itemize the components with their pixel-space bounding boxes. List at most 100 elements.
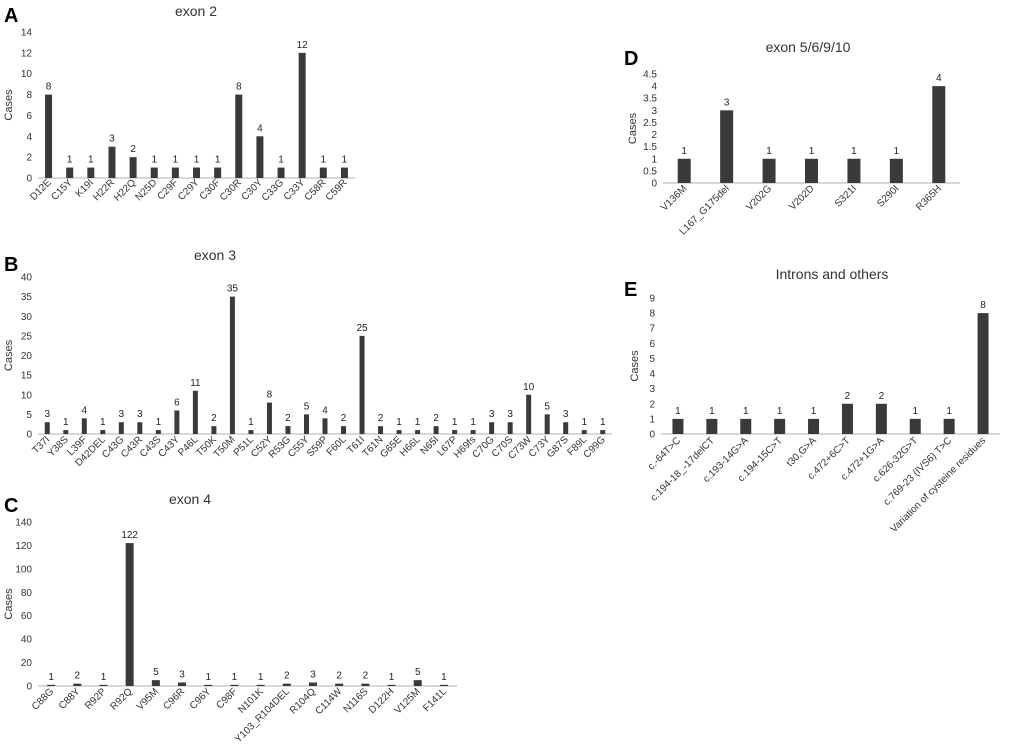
x-tick-label: C96R: [161, 686, 187, 712]
y-tick-label: 10: [21, 69, 33, 80]
data-label: 1: [321, 155, 327, 166]
data-label: 3: [44, 409, 50, 420]
x-tick-label: C70G: [471, 434, 497, 460]
x-tick-label: F60L: [325, 434, 349, 458]
data-label: 1: [415, 417, 421, 428]
y-tick-label: 3: [649, 384, 655, 395]
x-tick-label: C59R: [324, 177, 350, 203]
data-label: 4: [257, 123, 263, 134]
bar: [248, 430, 254, 434]
data-label: 2: [363, 671, 369, 682]
bar: [808, 418, 820, 434]
bar: [977, 313, 989, 434]
bar: [470, 430, 476, 434]
data-label: 4: [82, 405, 88, 416]
y-tick-label: 1: [649, 414, 655, 425]
data-label: 1: [811, 406, 817, 417]
y-axis-label: Cases: [3, 339, 15, 371]
bar: [433, 426, 439, 434]
data-label: 1: [48, 672, 54, 683]
bar: [544, 414, 550, 434]
y-tick-label: 1.5: [643, 142, 657, 153]
bar: [341, 426, 347, 434]
y-tick-label: 60: [21, 611, 33, 622]
data-label: 5: [304, 401, 310, 412]
bar: [600, 430, 606, 434]
y-tick-label: 9: [649, 294, 655, 305]
bar: [256, 684, 265, 686]
x-tick-label: H66L: [398, 434, 423, 459]
x-tick-label: N25D: [133, 177, 159, 203]
x-tick-label: F141L: [421, 686, 449, 714]
data-label: 2: [284, 671, 290, 682]
y-tick-label: 3: [651, 106, 657, 117]
x-tick-label: C88Y: [57, 686, 83, 712]
y-tick-label: 30: [21, 312, 33, 323]
data-label: 1: [912, 406, 918, 417]
x-tick-label: S321I: [833, 183, 859, 209]
bar: [774, 418, 786, 434]
bar: [63, 430, 69, 434]
bar: [489, 422, 495, 434]
x-tick-label: H22R: [91, 177, 117, 203]
y-tick-label: 7: [649, 324, 655, 335]
data-label: 25: [356, 323, 368, 334]
data-label: 2: [341, 413, 347, 424]
bar: [415, 430, 421, 434]
chart-title: exon 3: [194, 247, 236, 263]
bar: [230, 684, 239, 686]
chart-title: Introns and others: [776, 266, 889, 282]
y-tick-label: 0: [651, 179, 657, 190]
x-tick-label: C29Y: [176, 177, 202, 203]
x-tick-label: D122H: [367, 686, 397, 716]
data-label: 1: [151, 155, 157, 166]
bar: [526, 394, 532, 434]
data-label: 2: [378, 413, 384, 424]
data-label: 2: [130, 144, 136, 155]
x-tick-label: C88G: [30, 686, 56, 712]
bar: [155, 430, 161, 434]
bar: [99, 684, 108, 686]
data-label: 1: [101, 672, 107, 683]
chart-title: exon 5/6/9/10: [766, 39, 851, 55]
bar: [943, 418, 955, 434]
data-label: 2: [211, 413, 217, 424]
data-label: 8: [980, 300, 986, 311]
y-tick-label: 4: [651, 82, 657, 93]
bar: [909, 418, 921, 434]
bar: [439, 684, 448, 686]
y-tick-label: 4.5: [643, 70, 657, 81]
bar: [81, 418, 87, 434]
panel-letter: E: [624, 279, 637, 301]
bar: [282, 683, 291, 686]
bar: [889, 158, 903, 183]
data-label: 3: [310, 669, 316, 680]
y-tick-label: 140: [15, 518, 32, 529]
bar: [677, 158, 691, 183]
data-label: 1: [581, 417, 587, 428]
x-tick-label: R53G: [267, 434, 293, 460]
x-tick-label: C33Y: [282, 177, 308, 203]
data-label: 1: [452, 417, 458, 428]
y-axis-label: Cases: [3, 89, 15, 121]
data-label: 2: [285, 413, 291, 424]
data-label: 1: [342, 155, 348, 166]
y-axis-label: Cases: [3, 588, 15, 620]
data-label: 5: [415, 667, 421, 678]
data-label: 1: [194, 155, 200, 166]
bar: [298, 52, 306, 178]
data-label: 8: [267, 390, 273, 401]
y-tick-label: 12: [21, 48, 33, 59]
data-label: 1: [248, 417, 254, 428]
data-label: 1: [88, 155, 94, 166]
y-tick-label: 2: [26, 153, 32, 164]
y-tick-label: 2: [649, 399, 655, 410]
y-tick-label: 0: [649, 430, 655, 441]
y-tick-label: 40: [21, 273, 33, 284]
y-tick-label: 14: [21, 28, 33, 39]
bar: [322, 418, 328, 434]
